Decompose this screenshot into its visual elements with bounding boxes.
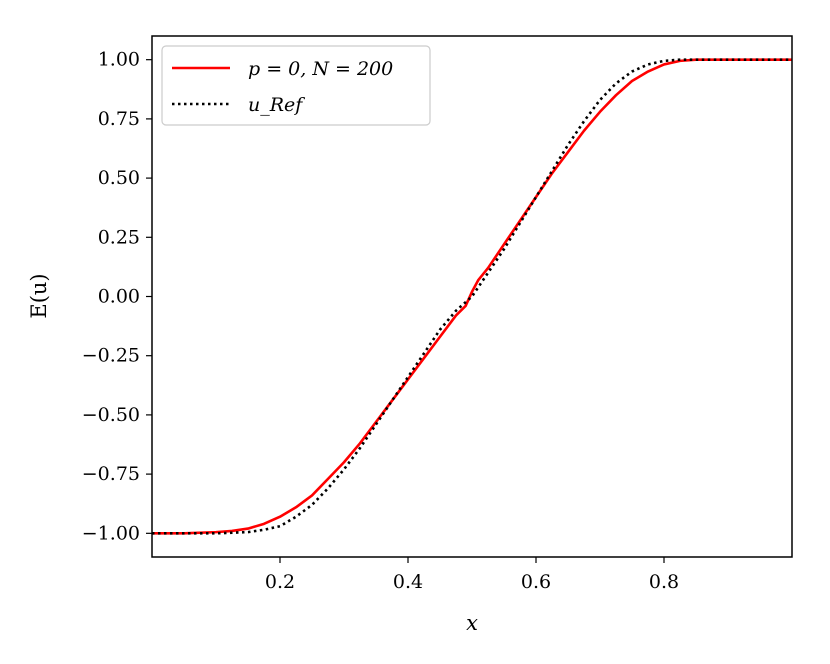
- y-axis-label: E(u): [27, 273, 51, 318]
- x-tick-label: 0.6: [521, 571, 551, 593]
- x-axis: 0.2 0.4 0.6 0.8: [265, 557, 679, 593]
- legend-box: [161, 45, 431, 126]
- plot-area: [152, 58, 792, 535]
- x-tick-label: 0.4: [393, 571, 423, 593]
- y-tick-label: −1.00: [82, 522, 140, 544]
- y-tick-label: 0.50: [98, 167, 140, 189]
- y-tick-label: 0.00: [98, 286, 140, 308]
- legend-label-1: p = 0, N = 200: [248, 58, 393, 80]
- y-axis: 1.00 0.75 0.50 0.25 0.00 −0.25 −0.50 −0.75 −1.00: [82, 49, 152, 544]
- y-tick-label: 0.25: [98, 226, 140, 248]
- x-tick-label: 0.2: [265, 571, 295, 593]
- x-tick-label: 0.8: [649, 571, 679, 593]
- x-axis-label: x: [466, 611, 478, 635]
- legend-label-2: u_Ref: [248, 94, 305, 116]
- plot-frame: [151, 35, 793, 558]
- y-tick-label: −0.75: [82, 463, 140, 485]
- y-tick-label: −0.25: [82, 345, 140, 367]
- y-tick-label: 0.75: [98, 108, 140, 130]
- y-tick-label: −0.50: [82, 404, 140, 426]
- series-line-1: [152, 58, 792, 535]
- legend: p = 0, N = 200 u_Ref: [161, 45, 431, 126]
- y-tick-label: 1.00: [98, 49, 140, 71]
